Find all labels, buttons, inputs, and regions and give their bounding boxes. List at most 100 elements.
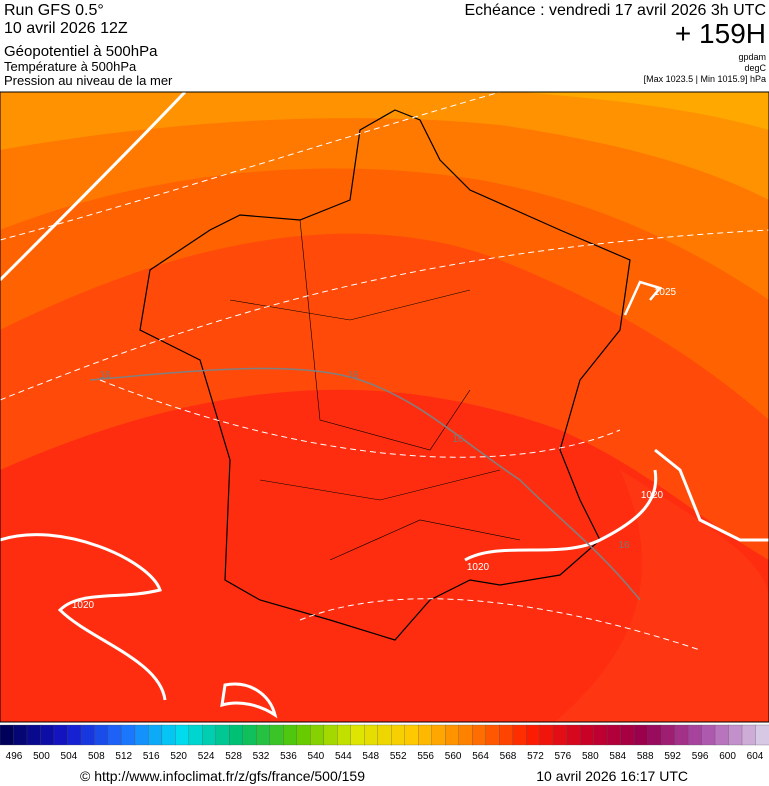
- colorbar-swatch: [472, 724, 487, 746]
- colorbar-label: 584: [609, 751, 626, 762]
- colorbar-label: 508: [88, 751, 105, 762]
- colorbar: 496 500 504 508 512 516 520 524 528 532 536 540 544 5…: [0, 724, 769, 762]
- colorbar-swatch: [337, 724, 352, 746]
- colorbar-swatch: [323, 724, 338, 746]
- colorbar-label: 588: [637, 751, 654, 762]
- contour-label: 16: [347, 370, 359, 381]
- colorbar-swatch: [566, 724, 581, 746]
- colorbar-swatch: [80, 724, 96, 746]
- pressure-range: [Max 1023.5 | Min 1015.9] hPa: [644, 74, 766, 84]
- colorbar-label: 532: [253, 751, 270, 762]
- colorbar-swatch: [512, 724, 527, 746]
- colorbar-swatch: [418, 724, 433, 746]
- colorbar-label: 516: [143, 751, 160, 762]
- contour-label: 16: [452, 434, 464, 445]
- contour-label: 1020: [72, 600, 95, 611]
- colorbar-label: 552: [390, 751, 407, 762]
- colorbar-swatch: [741, 724, 757, 746]
- colorbar-swatch: [188, 724, 204, 746]
- colorbar-swatch: [579, 724, 595, 746]
- colorbar-swatch: [552, 724, 568, 746]
- colorbar-label: 604: [747, 751, 764, 762]
- colorbar-swatch: [94, 724, 109, 746]
- colorbar-swatch: [445, 724, 460, 746]
- colorbar-label: 556: [417, 751, 434, 762]
- colorbar-label: 500: [33, 751, 50, 762]
- colorbar-label: 592: [664, 751, 681, 762]
- colorbar-label: 540: [308, 751, 325, 762]
- colorbar-swatch: [526, 724, 541, 746]
- colorbar-swatch: [593, 724, 608, 746]
- colorbar-label: 496: [6, 751, 23, 762]
- colorbar-swatch: [283, 724, 298, 746]
- colorbar-swatch: [647, 724, 662, 746]
- unit: degC: [744, 63, 766, 73]
- colorbar-label: 512: [115, 751, 132, 762]
- colorbar-swatch: [687, 724, 703, 746]
- colorbar-label: 600: [719, 751, 736, 762]
- contour-label: 16: [99, 370, 111, 381]
- colorbar-swatch: [121, 724, 136, 746]
- field2: Température à 500hPa: [4, 59, 137, 74]
- map: [0, 92, 769, 722]
- colorbar-swatch: [755, 724, 769, 746]
- colorbar-swatch: [134, 724, 150, 746]
- colorbar-swatch: [620, 724, 635, 746]
- field: Géopotentiel à 500hPa: [4, 43, 158, 60]
- colorbar-label: 528: [225, 751, 242, 762]
- colorbar-label: 520: [170, 751, 187, 762]
- colorbar-swatch: [202, 724, 217, 746]
- colorbar-swatch: [13, 724, 28, 746]
- colorbar-swatch: [269, 724, 284, 746]
- colorbar-swatch: [350, 724, 365, 746]
- contour-label: 1025: [654, 287, 677, 298]
- colorbar-swatch: [0, 724, 15, 746]
- colorbar-swatch: [310, 724, 325, 746]
- colorbar-swatch: [660, 724, 676, 746]
- colorbar-label: 548: [362, 751, 379, 762]
- colorbar-swatch: [364, 724, 379, 746]
- colorbar-label: 580: [582, 751, 599, 762]
- colorbar-label: 544: [335, 751, 352, 762]
- colorbar-swatch: [148, 724, 163, 746]
- colorbar-label: 536: [280, 751, 297, 762]
- colorbar-swatch: [256, 724, 271, 746]
- unit: gpdam: [738, 52, 766, 62]
- run: Run GFS 0.5°: [4, 2, 104, 19]
- contour-label: 16: [618, 540, 630, 551]
- colorbar-swatch: [67, 724, 82, 746]
- colorbar-swatch: [606, 724, 622, 746]
- colorbar-swatch: [728, 724, 743, 746]
- colorbar-swatch: [701, 724, 716, 746]
- contour-label: 1020: [641, 490, 664, 501]
- colorbar-swatch: [458, 724, 473, 746]
- colorbar-label: 572: [527, 751, 544, 762]
- contour-labels: 1025 1020 1020 1020 16 16 16 16: [72, 287, 677, 611]
- colorbar-swatch: [229, 724, 244, 746]
- colorbar-label: 560: [445, 751, 462, 762]
- colorbar-swatch: [674, 724, 689, 746]
- colorbar-swatch: [40, 724, 55, 746]
- colorbar-swatch: [175, 724, 190, 746]
- colorbar-swatch: [215, 724, 231, 746]
- colorbar-swatch: [26, 724, 42, 746]
- colorbar-swatch: [633, 724, 649, 746]
- colorbar-swatch: [242, 724, 257, 746]
- forecast: Echéance : vendredi 17 avril 2026 3h UTC: [464, 2, 766, 19]
- colorbar-swatch: [431, 724, 446, 746]
- colorbar-swatch: [404, 724, 419, 746]
- generated: 10 avril 2026 16:17 UTC: [536, 768, 688, 784]
- lead-time: + 159H: [675, 18, 766, 49]
- colorbar-swatch: [714, 724, 730, 746]
- field3: Pression au niveau de la mer: [4, 73, 173, 88]
- colorbar-label: 568: [500, 751, 517, 762]
- colorbar-swatch: [161, 724, 177, 746]
- colorbar-swatch: [107, 724, 123, 746]
- colorbar-swatch: [485, 724, 500, 746]
- colorbar-swatch: [539, 724, 554, 746]
- contour-label: 1020: [467, 562, 490, 573]
- colorbar-label: 504: [61, 751, 78, 762]
- colorbar-label: 576: [555, 751, 572, 762]
- run-date: 10 avril 2026 12Z: [4, 20, 128, 37]
